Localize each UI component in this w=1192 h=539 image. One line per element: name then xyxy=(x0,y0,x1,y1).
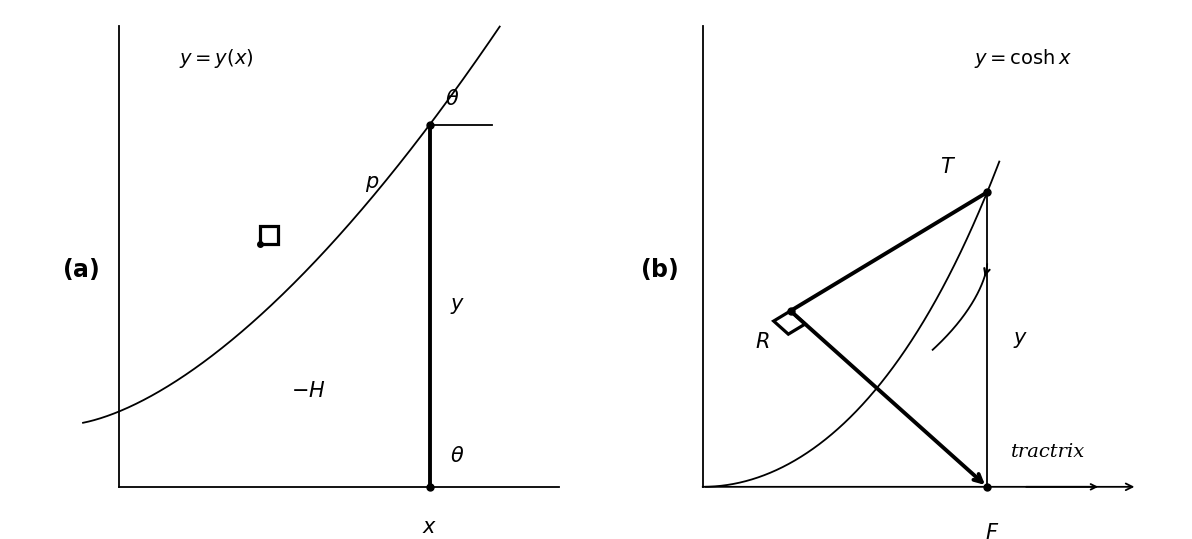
Text: $p$: $p$ xyxy=(365,174,380,194)
Text: $y = y(x)$: $y = y(x)$ xyxy=(179,47,254,70)
Text: $\mathbf{(a)}$: $\mathbf{(a)}$ xyxy=(62,257,100,282)
Text: $y$: $y$ xyxy=(1013,329,1029,350)
Text: $y$: $y$ xyxy=(451,296,466,316)
Text: $T$: $T$ xyxy=(940,157,956,177)
Text: $x$: $x$ xyxy=(422,518,437,537)
Text: $R$: $R$ xyxy=(756,331,770,351)
Text: $\theta$: $\theta$ xyxy=(451,446,465,466)
Text: $y = \cosh x$: $y = \cosh x$ xyxy=(974,47,1073,70)
Text: $F$: $F$ xyxy=(986,523,999,539)
Text: $\mathbf{(b)}$: $\mathbf{(b)}$ xyxy=(640,257,679,282)
Text: $-H$: $-H$ xyxy=(291,381,325,401)
Text: tractrix: tractrix xyxy=(1011,443,1086,461)
Text: $\theta$: $\theta$ xyxy=(446,89,460,109)
